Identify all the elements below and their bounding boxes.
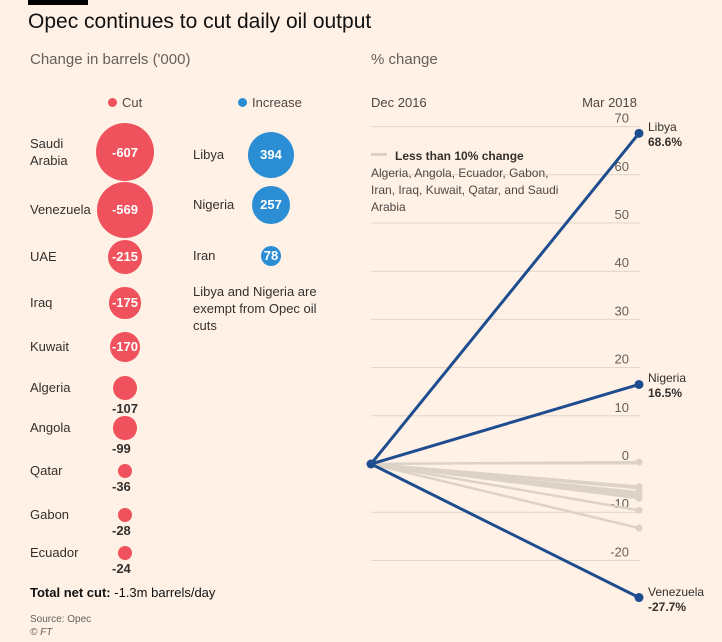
legend-increase-label: Increase — [252, 95, 302, 110]
increase-value-libya: 394 — [260, 147, 282, 163]
others-note-title: Less than 10% change — [395, 149, 524, 163]
increase-dot-icon — [238, 98, 247, 107]
cut-bubble-qatar — [117, 463, 133, 479]
country-label-nigeria: Nigeria — [193, 197, 235, 212]
series-label-nigeria: Nigeria 16.5% — [648, 371, 686, 401]
country-label-qatar: Qatar — [30, 463, 63, 478]
cut-bubble-ecuador — [118, 546, 132, 560]
end-dot-saudi-arabia — [635, 488, 643, 496]
cut-value-ecuador: -24 — [112, 561, 131, 576]
series-value-libya: 68.6% — [648, 135, 683, 150]
y-tick-50: 50 — [615, 207, 629, 222]
source-text: Source: Opec — [30, 614, 92, 625]
series-label-venezuela: Venezuela -27.7% — [648, 585, 704, 615]
line-angola — [369, 462, 641, 512]
left-subhead: Change in barrels ('000) — [30, 51, 191, 68]
cut-bubble-saudi-arabia: -607 — [96, 123, 154, 181]
y-tick-10: 10 — [615, 400, 629, 415]
series-label-libya: Libya 68.6% — [648, 120, 682, 150]
x-label-start: Dec 2016 — [371, 95, 427, 110]
copyright-text: © FT — [30, 627, 53, 638]
line-libya — [369, 131, 641, 466]
cut-value-qatar: -36 — [112, 479, 131, 495]
country-label-angola: Angola — [30, 420, 71, 435]
increase-value-iran: 78 — [263, 248, 279, 264]
country-label-kuwait: Kuwait — [30, 339, 70, 354]
line-gabon — [369, 462, 641, 530]
country-label-libya: Libya — [193, 147, 225, 162]
x-label-end: Mar 2018 — [582, 95, 637, 110]
legend-cut-label: Cut — [122, 95, 143, 110]
y-tick--20: -20 — [610, 544, 629, 559]
cut-value-uae: -215 — [111, 249, 138, 265]
series-name-libya: Libya — [648, 120, 677, 135]
country-label-venezuela: Venezuela — [30, 202, 91, 217]
country-label-saudi-arabia: Saudi Arabia — [30, 136, 68, 168]
total-net-cut: Total net cut: -1.3m barrels/day — [30, 585, 215, 600]
increase-value-nigeria: 257 — [260, 197, 282, 213]
line-saudi-arabia — [369, 462, 641, 494]
cut-value-venezuela: -569 — [111, 202, 138, 218]
country-label-gabon: Gabon — [30, 507, 70, 522]
line-iran — [369, 460, 641, 466]
others-line-swatch-icon — [371, 153, 387, 156]
country-label-uae: UAE — [30, 249, 57, 264]
increase-bubble-iran: 78 — [260, 245, 282, 267]
cut-bubble-uae: -215 — [107, 239, 143, 275]
y-tick-40: 40 — [615, 255, 629, 270]
increase-bubble-libya: 394 — [247, 131, 295, 179]
country-label-ecuador: Ecuador — [30, 545, 79, 560]
cut-bubble-iraq: -175 — [109, 287, 141, 319]
cut-bubble-gabon — [118, 508, 132, 522]
country-label-iran: Iran — [193, 248, 216, 263]
cut-value-angola: -99 — [112, 440, 131, 456]
y-tick-30: 30 — [615, 303, 629, 318]
brand-bar — [28, 0, 88, 5]
line-nigeria — [369, 382, 641, 466]
right-subhead: % change — [371, 51, 438, 68]
series-name-nigeria: Nigeria — [648, 371, 687, 386]
end-dot-libya — [634, 128, 644, 138]
cut-value-saudi-arabia: -607 — [111, 144, 139, 160]
exempt-note: Libya and Nigeria are exempt from Opec o… — [193, 284, 317, 333]
end-dot-nigeria — [634, 379, 644, 389]
total-label: Total net cut: — [30, 585, 111, 600]
cut-value-gabon: -28 — [112, 523, 131, 538]
source: Source: Opec © FT — [30, 613, 91, 639]
start-dot — [366, 459, 376, 469]
increase-bubble-nigeria: 257 — [252, 186, 290, 224]
end-dot-ecuador — [635, 483, 643, 491]
end-dot-venezuela — [634, 593, 644, 603]
y-tick-0: 0 — [622, 448, 629, 463]
end-dot-angola — [635, 506, 643, 514]
cut-value-kuwait: -170 — [111, 339, 138, 355]
y-tick-60: 60 — [615, 159, 629, 174]
cut-value-algeria: -107 — [112, 401, 139, 417]
chart-title: Opec continues to cut daily oil output — [28, 10, 372, 33]
series-name-venezuela: Venezuela — [648, 584, 705, 599]
line-venezuela — [369, 462, 641, 600]
cut-bubble-angola — [113, 416, 137, 440]
cut-bubble-venezuela: -569 — [96, 181, 154, 239]
cut-bubble-algeria — [112, 375, 138, 401]
legend-cut: Cut — [108, 95, 142, 110]
cut-dot-icon — [108, 98, 117, 107]
series-value-nigeria: 16.5% — [648, 386, 683, 401]
end-dot-iran — [635, 458, 643, 466]
series-value-venezuela: -27.7% — [648, 599, 687, 614]
others-note: Less than 10% change Algeria, Angola, Ec… — [371, 148, 561, 216]
y-tick-70: 70 — [615, 111, 629, 126]
y-tick-20: 20 — [615, 352, 629, 367]
country-label-iraq: Iraq — [30, 295, 53, 310]
others-note-list: Algeria, Angola, Ecuador, Gabon, Iran, I… — [371, 166, 559, 214]
legend-increase: Increase — [238, 95, 302, 110]
cut-bubble-kuwait: -170 — [109, 331, 141, 363]
cut-value-iraq: -175 — [111, 295, 138, 311]
country-label-algeria: Algeria — [30, 380, 71, 395]
total-value: -1.3m barrels/day — [114, 585, 216, 600]
end-dot-gabon — [635, 524, 643, 532]
